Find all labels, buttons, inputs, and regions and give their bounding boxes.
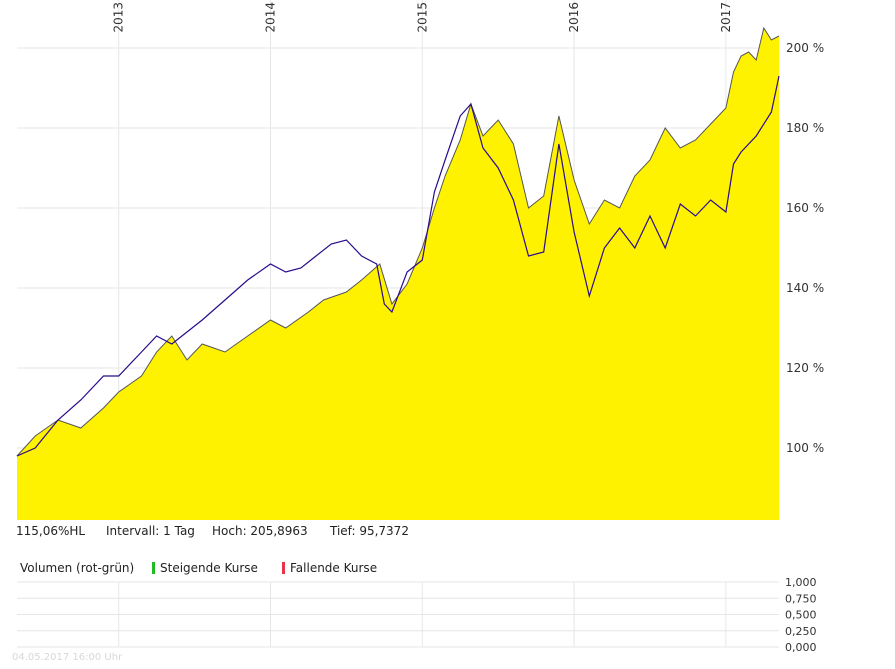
y-tick-label: 140 %: [786, 281, 824, 295]
interval-label: Intervall: 1 Tag: [106, 524, 195, 538]
legend-rising: Steigende Kurse: [152, 561, 258, 575]
volume-tick-label: 0,000: [785, 641, 817, 654]
rising-label: Steigende Kurse: [160, 561, 258, 575]
area-series-outline: [16, 26, 780, 457]
y-tick-label: 200 %: [786, 41, 824, 55]
comparison-line-series: [16, 75, 780, 457]
legend-falling: Fallende Kurse: [282, 561, 377, 575]
x-tick-label-2015: 2015: [415, 2, 429, 33]
low-label: Tief: 95,7372: [330, 524, 409, 538]
area-series-fill: [17, 28, 779, 520]
falling-swatch: [282, 562, 285, 574]
volume-tick-label: 0,500: [785, 609, 817, 622]
volume-tick-label: 0,750: [785, 592, 817, 605]
volume-tick-label: 0,250: [785, 625, 817, 638]
high-label: Hoch: 205,8963: [212, 524, 308, 538]
volume-title: Volumen (rot-grün): [20, 561, 135, 575]
y-tick-label: 160 %: [786, 201, 824, 215]
y-tick-label: 180 %: [786, 121, 824, 135]
y-tick-label: 100 %: [786, 441, 824, 455]
volume-tick-label: 1,000: [785, 576, 817, 589]
x-tick-label-2016: 2016: [567, 2, 581, 33]
falling-label: Fallende Kurse: [290, 561, 378, 575]
x-tick-label-2017: 2017: [719, 2, 733, 33]
y-tick-label: 120 %: [786, 361, 824, 375]
current-value-label: 115,06%HL: [16, 524, 86, 538]
timestamp-footer: 04.05.2017 16:00 Uhr: [12, 652, 123, 663]
x-tick-label-2014: 2014: [263, 2, 277, 33]
rising-swatch: [152, 562, 155, 574]
x-tick-label-2013: 2013: [112, 2, 126, 33]
